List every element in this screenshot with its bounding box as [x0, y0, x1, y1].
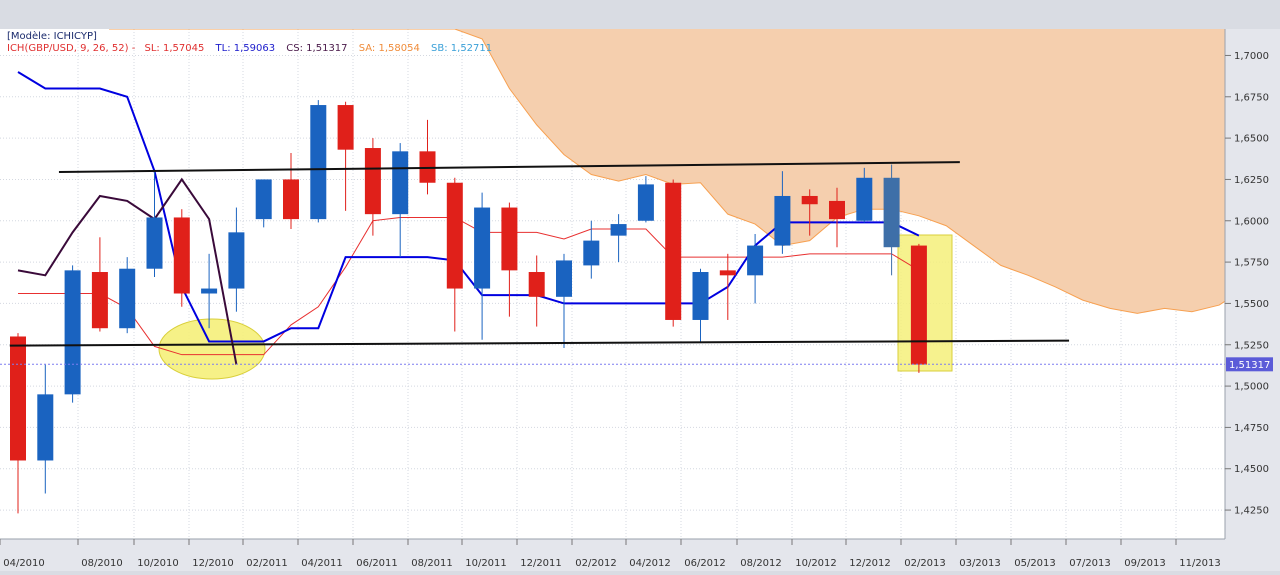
candle-body [119, 268, 136, 329]
candle-body [446, 182, 463, 289]
candle-body [856, 177, 873, 221]
candle-body [556, 260, 572, 297]
candle-body [610, 224, 627, 236]
highlight-ellipse [158, 318, 266, 380]
ichimoku-cloud [18, 29, 1225, 314]
tenkan-sen-line [17, 71, 920, 343]
candle-body [146, 217, 163, 269]
x-tick-label: 07/2013 [1069, 558, 1111, 569]
x-tick-label: 04/2011 [301, 558, 343, 569]
candle-body [637, 184, 654, 221]
candle-body [255, 179, 272, 220]
candle-body [910, 245, 927, 365]
x-tick-label: 04/2010 [3, 558, 45, 569]
kijun-sen-line [18, 216, 920, 356]
candle-body [801, 195, 818, 205]
y-tick-label: 1,4750 [1234, 423, 1269, 434]
candle-body [201, 288, 218, 294]
indicator-name: ICH(GBP/USD, 9, 26, 52) - [7, 43, 136, 54]
y-axis: 1,4250 1,4500 1,4750 1,5000 1,5250 1,5500 1,57… [1225, 51, 1269, 517]
candle-body [228, 232, 245, 289]
trend-line [9, 339, 1070, 347]
x-tick-label: 10/2011 [465, 558, 507, 569]
senkou-span-a-line [18, 29, 1225, 314]
x-tick-label: 03/2013 [959, 558, 1001, 569]
y-tick-label: 1,4500 [1234, 464, 1269, 475]
candle-body [665, 182, 682, 320]
y-tick-label: 1,6250 [1234, 175, 1269, 186]
candle-body [528, 272, 545, 297]
candle-body [474, 207, 491, 289]
cloud-fill [18, 29, 1225, 314]
candle-body [364, 148, 381, 215]
chikou-span-line [17, 177, 238, 365]
y-tick-label: 1,6500 [1234, 134, 1269, 145]
x-axis-panel [0, 539, 1280, 571]
x-tick-label: 09/2013 [1124, 558, 1166, 569]
x-tick-label: 12/2010 [192, 558, 234, 569]
x-tick-label: 08/2012 [740, 558, 782, 569]
trend-line [58, 161, 960, 173]
price-badge: 1,51317 [1226, 357, 1273, 372]
x-tick-label: 06/2011 [356, 558, 398, 569]
price-badge-label: 1,51317 [1229, 360, 1270, 371]
legend-bg [5, 29, 109, 41]
candle-body [283, 179, 299, 220]
y-tick-label: 1,5750 [1234, 258, 1269, 269]
candle-body [501, 207, 518, 271]
legend-sa: SA: 1,58054 [359, 43, 420, 54]
candle-body [310, 105, 327, 220]
y-tick-label: 1,4250 [1234, 506, 1269, 517]
candle-body [719, 270, 736, 276]
x-tick-label: 08/2010 [81, 558, 123, 569]
legend-sl: SL: 1,57045 [145, 43, 205, 54]
candle-body [692, 272, 709, 320]
candle-body [392, 151, 409, 215]
candle-body [173, 217, 190, 294]
candle-body [64, 270, 81, 395]
trend-lines [9, 161, 1070, 347]
x-tick-label: 12/2012 [849, 558, 891, 569]
y-tick-label: 1,7000 [1234, 51, 1269, 62]
y-tick-label: 1,6750 [1234, 92, 1269, 103]
y-tick-label: 1,5250 [1234, 340, 1269, 351]
y-tick-label: 1,5000 [1234, 382, 1269, 393]
x-tick-label: 05/2013 [1014, 558, 1056, 569]
x-tick-label: 12/2011 [520, 558, 562, 569]
indicator-legend: ICH(GBP/USD, 9, 26, 52) - SL: 1,57045 TL… [7, 43, 492, 54]
x-tick-label: 02/2012 [575, 558, 617, 569]
x-axis: 04/2010 08/2010 10/2010 12/2010 02/2011 04/20… [0, 539, 1221, 569]
candle-body [829, 200, 845, 220]
candle-body [774, 195, 791, 246]
x-tick-label: 11/2013 [1179, 558, 1221, 569]
candle-body [337, 105, 354, 150]
x-tick-label: 08/2011 [411, 558, 453, 569]
x-tick-label: 10/2012 [795, 558, 837, 569]
x-tick-label: 02/2013 [904, 558, 946, 569]
x-tick-label: 06/2012 [684, 558, 726, 569]
candle-body [10, 336, 26, 461]
candle-body [583, 240, 600, 266]
candle-body [37, 394, 54, 461]
legend-sb: SB: 1,52711 [431, 43, 492, 54]
y-tick-label: 1,6000 [1234, 216, 1269, 227]
candle-body [883, 177, 900, 248]
candle-body [91, 272, 108, 329]
y-tick-label: 1,5500 [1234, 299, 1269, 310]
x-tick-label: 10/2010 [137, 558, 179, 569]
x-tick-label: 02/2011 [246, 558, 288, 569]
indicator-lines [17, 71, 920, 365]
model-label: [Modèle: ICHICYP] [7, 30, 97, 42]
y-axis-panel [1225, 29, 1280, 539]
legend-cs: CS: 1,51317 [286, 43, 347, 54]
candle-body [747, 245, 764, 276]
x-tick-label: 04/2012 [629, 558, 671, 569]
legend-tl: TL: 1,59063 [215, 43, 276, 54]
